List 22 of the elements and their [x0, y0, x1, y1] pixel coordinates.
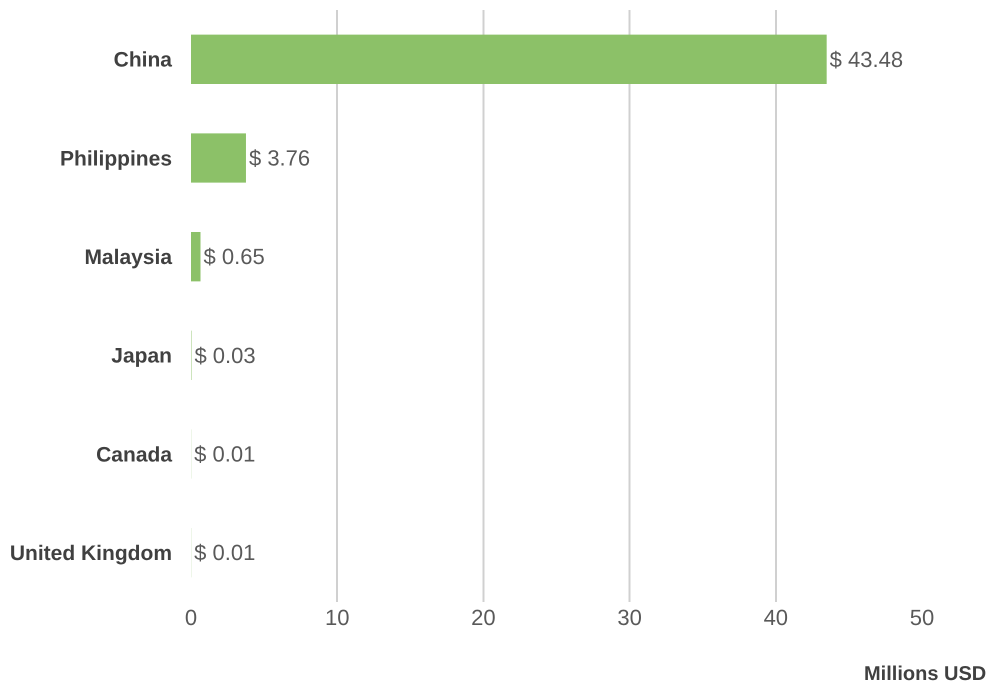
x-tick-label: 20 [471, 605, 496, 630]
x-tick-label: 50 [910, 605, 934, 630]
bar [191, 133, 246, 183]
y-tick-label: Japan [111, 344, 172, 368]
y-tick-label: Canada [96, 443, 172, 466]
x-tick-label: 40 [764, 605, 788, 630]
bar [191, 232, 200, 282]
bar [191, 34, 827, 84]
x-tick-label: 0 [184, 605, 198, 630]
data-label: $ 0.01 [194, 540, 256, 566]
x-tick-label: 10 [324, 605, 350, 630]
data-label: $ 3.76 [248, 146, 310, 170]
data-label: $ 0.03 [194, 342, 256, 368]
data-label: $ 43.48 [830, 46, 904, 72]
y-tick-label: United Kingdom [10, 542, 172, 566]
data-label: $ 0.01 [194, 442, 256, 466]
y-tick-label: China [114, 48, 172, 72]
x-axis-title: Millions USD [864, 663, 986, 685]
y-tick-label: Philippines [60, 147, 172, 170]
data-label: $ 0.65 [204, 244, 265, 270]
y-tick-label: Malaysia [84, 246, 172, 270]
x-tick-label: 30 [617, 605, 642, 630]
